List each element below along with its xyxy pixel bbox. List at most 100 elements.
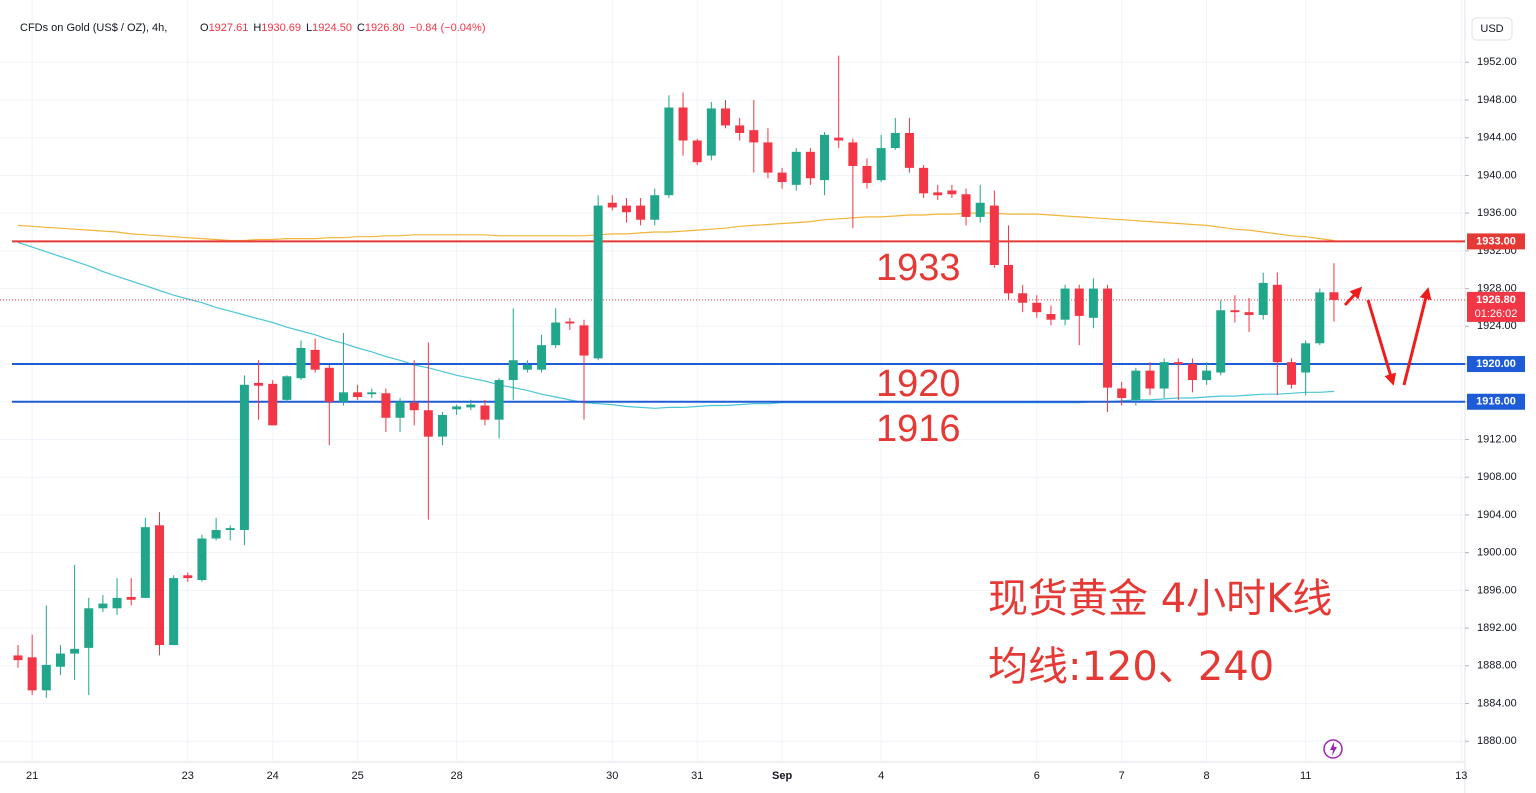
candle-body [919, 167, 929, 194]
candle-body [466, 404, 476, 408]
current-price-box [1467, 291, 1525, 322]
candle-body [1074, 288, 1084, 316]
candle-body [947, 190, 957, 195]
y-tick-label: 1948.00 [1477, 94, 1517, 106]
candle-body [1060, 288, 1070, 320]
candle-body [593, 205, 603, 359]
y-tick-label: 1940.00 [1477, 169, 1517, 181]
x-tick-label: 30 [606, 770, 618, 782]
candle-body [438, 414, 447, 437]
level-label-box [1467, 393, 1525, 410]
arrow [1402, 287, 1432, 386]
candle-body [607, 202, 617, 208]
candle-body [1202, 370, 1212, 381]
candle-body [1301, 343, 1311, 373]
candle-body [961, 194, 971, 217]
level-label: 1920.00 [1476, 358, 1516, 370]
candle-body [1145, 370, 1155, 389]
candle-body [579, 325, 589, 356]
candle-body [211, 530, 221, 539]
y-tick-label: 1952.00 [1477, 56, 1517, 68]
symbol-title: CFDs on Gold (US$ / OZ), 4h, [20, 22, 167, 34]
candle-body [183, 575, 193, 579]
candle-body [1046, 314, 1056, 320]
candle-body [84, 608, 94, 648]
ohlc-key: L [306, 22, 312, 34]
candle-body [1159, 362, 1169, 389]
candle-body [1187, 364, 1197, 381]
candle-body [1131, 370, 1141, 400]
candle-body [565, 321, 575, 324]
plot [0, 55, 1465, 698]
candle-body [282, 376, 292, 400]
candle-body [367, 392, 377, 395]
y-tick-label: 1888.00 [1477, 660, 1517, 672]
candle-body [197, 538, 207, 580]
candle-body [820, 134, 830, 181]
candle-body [381, 393, 391, 418]
candle-body [791, 151, 801, 185]
level-label-box [1467, 356, 1525, 373]
ohlc-key: H [253, 22, 261, 34]
ohlc-value: 1927.61 [209, 22, 249, 34]
candle-body [1244, 312, 1254, 315]
x-tick-label: 24 [267, 770, 279, 782]
ohlc-value: 1930.69 [261, 22, 301, 34]
x-tick-label: 4 [878, 770, 884, 782]
forecast-arrows [1343, 286, 1432, 386]
countdown-label: 01:26:02 [1475, 308, 1518, 320]
y-tick-label: 1904.00 [1477, 509, 1517, 521]
candle-body [735, 125, 745, 133]
candle-body [140, 527, 150, 598]
x-tick-label: 7 [1119, 770, 1125, 782]
x-tick-label: 23 [182, 770, 194, 782]
x-tick-label: 25 [351, 770, 363, 782]
x-tick-label: 6 [1034, 770, 1040, 782]
y-tick-label: 1928.00 [1477, 282, 1517, 294]
currency-button[interactable] [1471, 17, 1513, 41]
level-annotation: 1933 [876, 247, 961, 289]
level-annotation: 1916 [876, 408, 961, 450]
candle-body [975, 202, 985, 217]
candle-body [41, 664, 51, 691]
ohlc-value: 1924.50 [312, 22, 352, 34]
candle-body [1287, 362, 1296, 385]
candle-body [621, 205, 631, 213]
candle-body [636, 205, 646, 220]
candle-body [706, 108, 716, 156]
header: CFDs on Gold (US$ / OZ), 4h, O1927.61 H19… [20, 22, 486, 34]
y-tick-label: 1936.00 [1477, 207, 1517, 219]
y-tick-label: 1912.00 [1477, 433, 1517, 445]
arrow [1366, 299, 1397, 386]
candle-body [1117, 388, 1127, 398]
candle-body [876, 148, 886, 181]
x-tick-label: 21 [26, 770, 38, 782]
candle-body [1018, 293, 1028, 303]
candle-body [1329, 292, 1339, 300]
candle-body [721, 108, 730, 126]
candle-body [904, 132, 914, 168]
candle-body [805, 151, 815, 179]
candle-body [13, 655, 23, 661]
y-tick-label: 1944.00 [1477, 132, 1517, 144]
candle-body [522, 364, 532, 370]
arrow [1343, 286, 1363, 307]
candle-body [353, 392, 363, 398]
y-tick-label: 1896.00 [1477, 584, 1517, 596]
ohlc-key: C [357, 22, 365, 34]
x-tick-label: 11 [1300, 770, 1311, 782]
level-label: 1916.00 [1476, 396, 1516, 408]
candle-body [55, 653, 65, 667]
level-label-box [1467, 233, 1525, 250]
candle-body [551, 322, 561, 346]
candle-body [155, 525, 164, 646]
candle-body [395, 401, 405, 418]
candle-body [1103, 288, 1113, 388]
candle-body [126, 596, 136, 600]
candle-body [1230, 310, 1240, 313]
candle-body [664, 107, 674, 196]
y-tick-label: 1908.00 [1477, 471, 1517, 483]
ohlc-readout: O1927.61 H1930.69 L1924.50 C1926.80 −0.84 (−… [200, 22, 486, 34]
candle-body [862, 165, 872, 183]
candle-body [834, 137, 844, 141]
